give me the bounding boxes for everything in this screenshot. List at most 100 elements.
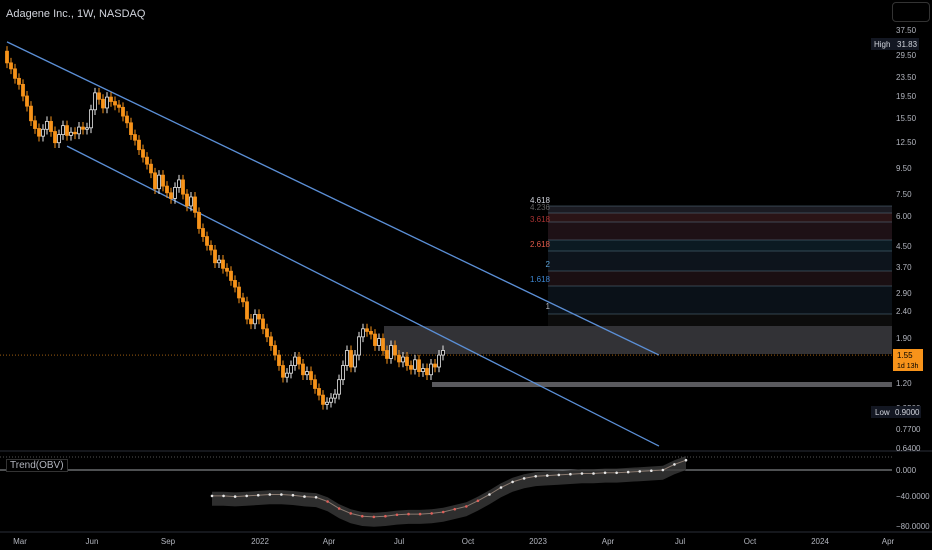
high-label: High: [874, 40, 890, 49]
candle: [249, 318, 253, 325]
high-value: 31.83: [897, 40, 918, 49]
price-tick: 12.50: [896, 138, 917, 147]
candle: [141, 149, 145, 158]
candle: [281, 365, 285, 378]
price-tick: 37.50: [896, 26, 917, 35]
candle: [313, 379, 317, 389]
low-badge: [871, 406, 921, 418]
candle: [133, 134, 137, 141]
obv-point: [661, 468, 665, 472]
obv-point: [557, 473, 561, 477]
fib-zone: [548, 286, 892, 314]
candle: [25, 95, 29, 107]
obv-point: [522, 477, 526, 480]
low-label: Low: [875, 408, 890, 417]
price-tick: 2.40: [896, 307, 912, 316]
candle: [401, 356, 405, 363]
candle: [237, 286, 241, 299]
indicator-label[interactable]: Trend(OBV): [6, 459, 68, 472]
candle: [317, 388, 321, 396]
fib-zone: [548, 251, 892, 271]
fib-zone: [548, 222, 892, 240]
candle: [97, 92, 101, 100]
candle: [373, 333, 377, 346]
candle: [397, 354, 401, 363]
fib-level-label: 1: [546, 302, 551, 311]
candle: [329, 397, 333, 403]
candle: [45, 121, 49, 130]
last-price-badge: [893, 349, 923, 371]
obv-point: [465, 505, 468, 508]
fib-zone: [548, 206, 892, 213]
obv-point: [684, 458, 688, 462]
candle: [81, 126, 85, 130]
fib-zone: [548, 240, 892, 251]
obv-point: [430, 512, 433, 515]
candle: [21, 83, 25, 97]
candle: [353, 354, 357, 368]
time-tick: Jun: [86, 537, 99, 546]
candle: [41, 128, 45, 137]
candle: [413, 359, 417, 370]
high-badge: [871, 38, 919, 50]
candle: [217, 259, 221, 264]
candle: [437, 354, 441, 368]
obv-point: [291, 493, 295, 497]
candle: [121, 106, 125, 117]
scale-toggle-button[interactable]: [892, 2, 930, 22]
time-tick: Jul: [394, 537, 404, 546]
fib-level-label: 1.618: [530, 275, 551, 284]
candle: [321, 394, 325, 405]
fib-level-label: 3.618: [530, 215, 551, 224]
candle: [37, 128, 41, 137]
price-tick: 9.50: [896, 164, 912, 173]
candle: [341, 365, 345, 381]
time-tick: Apr: [882, 537, 895, 546]
time-tick: Oct: [462, 537, 475, 546]
channel-line-lower: [66, 145, 660, 447]
candle: [193, 196, 197, 213]
obv-point: [314, 496, 318, 499]
candle: [381, 338, 385, 351]
candle: [129, 122, 133, 135]
candle: [17, 77, 21, 85]
time-tick: Oct: [744, 537, 757, 546]
obv-point: [545, 474, 549, 477]
time-tick: Apr: [602, 537, 615, 546]
candle: [385, 350, 389, 359]
obv-tick: 0.000: [896, 466, 917, 475]
candle: [125, 115, 129, 124]
obv-point: [569, 472, 572, 476]
candle: [225, 267, 229, 272]
candle: [377, 338, 381, 346]
candle: [101, 98, 105, 109]
candle: [221, 259, 225, 269]
price-tick: 1.90: [896, 334, 912, 343]
fib-zone: [548, 314, 892, 326]
candle: [345, 350, 349, 366]
obv-point: [441, 510, 445, 514]
obv-point: [534, 475, 538, 478]
candle: [393, 345, 397, 356]
candle: [233, 280, 237, 288]
obv-point: [303, 495, 306, 498]
candle: [293, 356, 297, 366]
obv-point: [453, 507, 457, 511]
time-tick: 2023: [529, 537, 547, 546]
candle: [337, 379, 341, 395]
fib-level-label: 4.618: [530, 196, 551, 205]
candle: [433, 363, 437, 368]
obv-point: [222, 494, 225, 498]
candle: [273, 345, 277, 356]
obv-point: [395, 513, 399, 517]
obv-signal-line: [212, 459, 687, 518]
range-box-lower: [432, 382, 892, 387]
obv-point: [650, 469, 653, 473]
obv-point: [384, 514, 387, 518]
candle: [429, 363, 433, 376]
candle: [265, 328, 269, 338]
bar-countdown: 1d 13h: [897, 363, 919, 370]
price-tick: 15.50: [896, 114, 917, 123]
candle: [149, 163, 153, 174]
